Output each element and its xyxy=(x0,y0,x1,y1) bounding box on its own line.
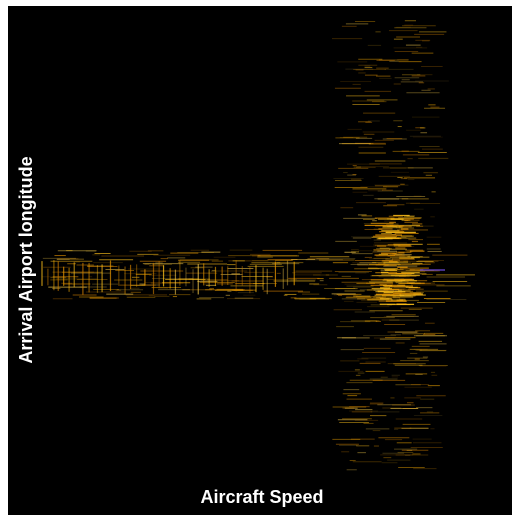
y-axis-label: Arrival Airport longitude xyxy=(16,156,36,363)
density-texture xyxy=(41,20,475,471)
plot-area xyxy=(8,6,512,515)
x-axis-label: Aircraft Speed xyxy=(200,487,323,507)
